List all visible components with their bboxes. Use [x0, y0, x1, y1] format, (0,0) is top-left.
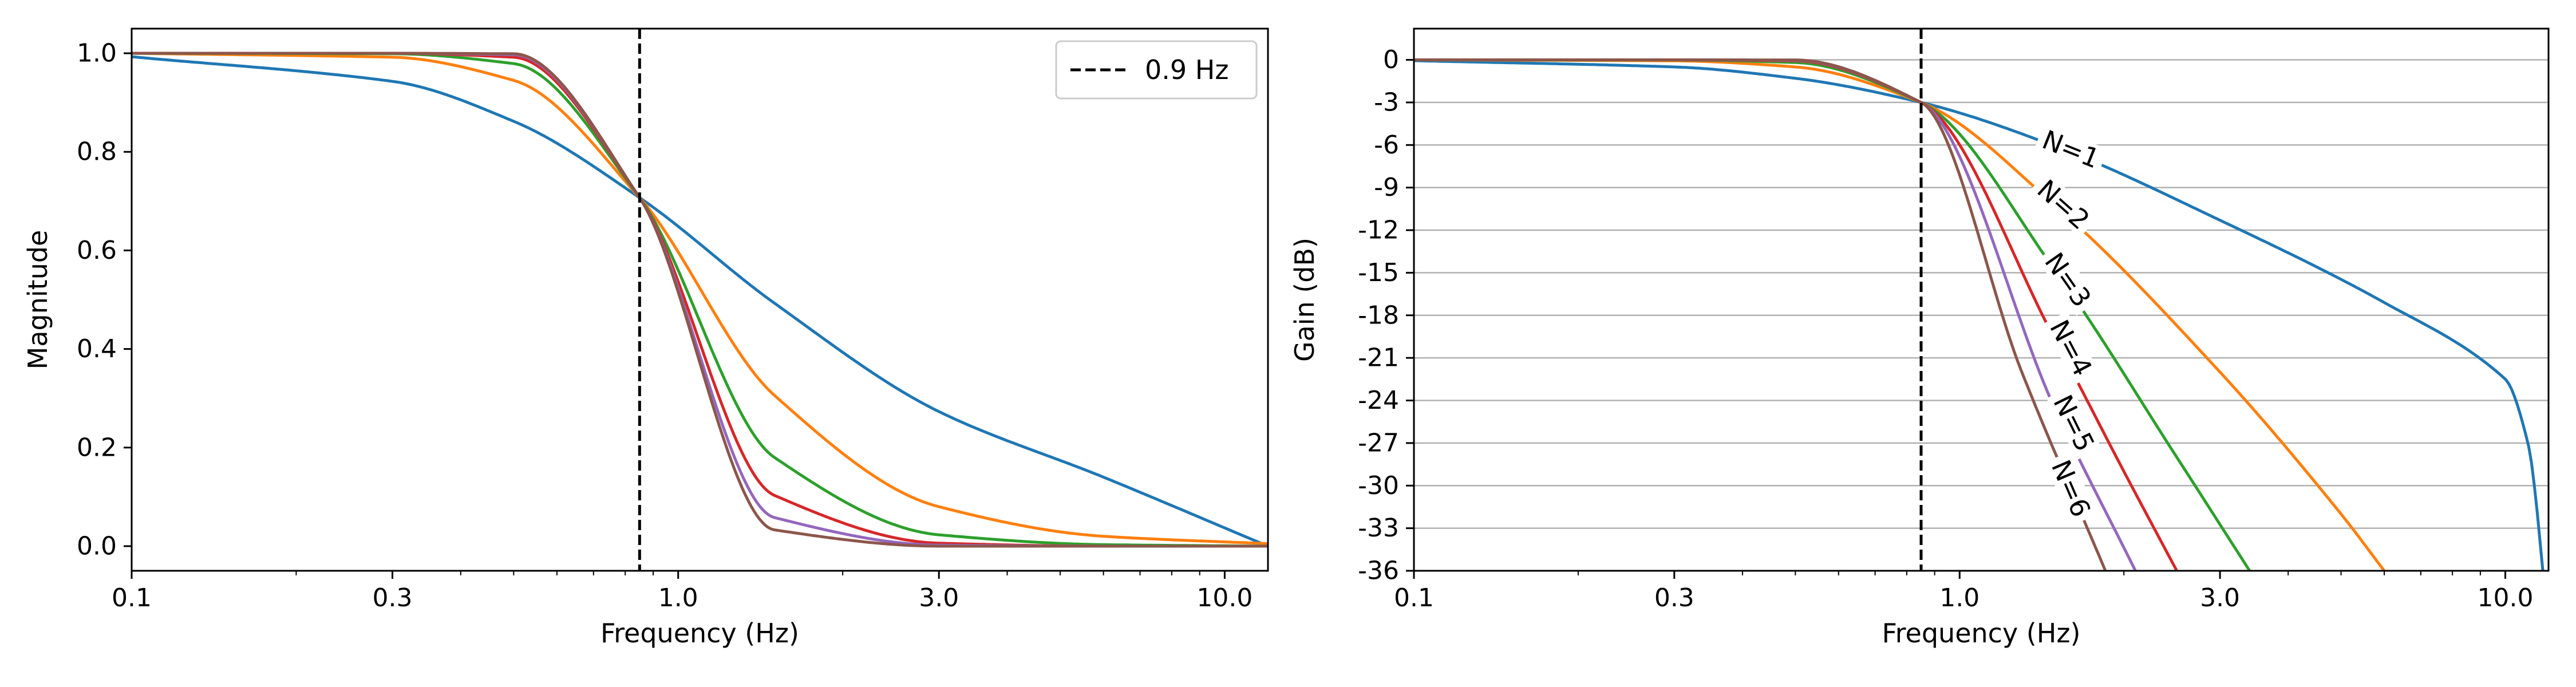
series-line-order6: [132, 52, 1268, 548]
x-axis-label: Frequency (Hz): [1882, 618, 2081, 649]
legend-label: 0.9 Hz: [1145, 54, 1229, 85]
y-tick-label: -21: [1358, 344, 1399, 373]
y-tick-label: -36: [1358, 556, 1399, 586]
y-tick-label: 0.8: [77, 137, 117, 167]
x-tick-label: 10.0: [1196, 583, 1253, 613]
x-tick-label: 0.3: [1654, 583, 1694, 613]
series-line-order3: [132, 52, 1268, 548]
y-tick-label: -18: [1358, 301, 1399, 330]
y-tick-label: -27: [1358, 428, 1399, 457]
y-tick-label: -30: [1358, 471, 1399, 500]
y-tick-label: 0.4: [77, 334, 117, 364]
series-line-n6: [1414, 58, 2107, 571]
series-line-n1: [1414, 59, 2545, 571]
y-axis-label: Magnitude: [22, 230, 53, 370]
series-line-order2: [132, 52, 1268, 546]
axes-frame: [1413, 27, 2550, 572]
y-tick-label: -15: [1358, 258, 1399, 287]
y-tick-label: -6: [1374, 131, 1399, 160]
x-tick-label: 0.3: [373, 583, 413, 613]
axes-frame: [131, 27, 1269, 572]
y-tick-label: -9: [1374, 173, 1399, 202]
series-line-order5: [132, 52, 1268, 548]
curve-label-n1: N=1: [2038, 124, 2104, 175]
x-tick-label: 1.0: [1939, 583, 1980, 613]
x-tick-label: 10.0: [2478, 583, 2534, 613]
legend: 0.9 Hz: [1055, 40, 1258, 100]
curve-label-n6: N=6: [2045, 456, 2097, 522]
curve-label-bg: [2045, 451, 2097, 526]
y-tick-label: -33: [1358, 514, 1399, 543]
series-line-order1: [132, 55, 1268, 548]
magnitude-panel: 0.1 0.3 1.0 3.0 10.0 0.0 0.2 0.4 0.6 0.8 1.0 Freque…: [22, 27, 1269, 649]
y-tick-label: -24: [1358, 386, 1399, 415]
y-axis-label: Gain (dB): [1289, 238, 1320, 362]
curve-label-bg: [2042, 311, 2099, 385]
y-tick-label: 0.6: [77, 236, 117, 265]
legend-box: [1055, 40, 1258, 100]
x-tick-label: 1.0: [658, 583, 698, 613]
series-line-order4: [132, 52, 1268, 548]
curve-label-bg: [2046, 386, 2101, 460]
curve-label-bg: [2037, 243, 2099, 316]
gain-panel: N=1N=2N=3N=4N=5N=60.1 0.3 1.0 3.0 10.00-3-6-…: [1289, 27, 2550, 649]
curve-label-bg: [2028, 171, 2099, 238]
x-axis-label: Frequency (Hz): [600, 618, 799, 649]
x-tick-label: 0.1: [112, 583, 152, 613]
y-tick-label: 1.0: [77, 39, 117, 68]
curve-label-bg: [2034, 124, 2108, 175]
y-tick-label: -12: [1358, 216, 1399, 245]
y-tick-label: -3: [1374, 88, 1399, 117]
y-tick-label: 0: [1383, 45, 1399, 74]
x-tick-label: 3.0: [919, 583, 959, 613]
y-tick-label: 0.0: [77, 531, 117, 560]
y-tick-label: 0.2: [77, 433, 117, 462]
x-tick-label: 3.0: [2200, 583, 2240, 613]
x-tick-label: 0.1: [1394, 583, 1434, 613]
